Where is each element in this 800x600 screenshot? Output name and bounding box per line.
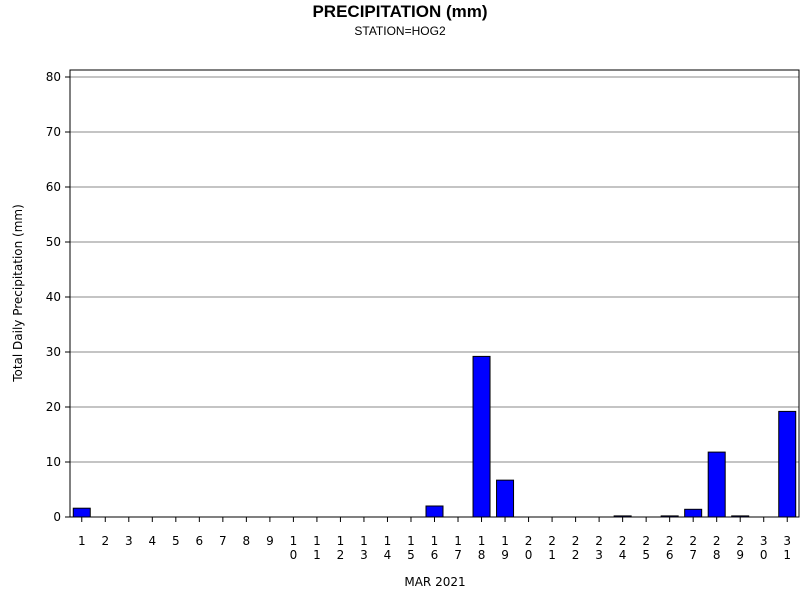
x-axis-ticks: 1 2 3 4 5 6 7 8 9 1 01 11 21 31 41 51 61 71 81 92 02 12 22 32 42… [78,517,791,562]
bar-day-31 [778,410,797,518]
y-tick-label: 20 [46,400,61,414]
bar-day-27 [684,508,703,518]
bar-day-1 [72,507,91,518]
y-tick-label: 60 [46,180,61,194]
x-tick-label: 5 [172,534,180,548]
gridlines [70,76,799,463]
y-tick-label: 10 [46,455,61,469]
x-tick-label: 8 [243,534,251,548]
bar-day-18 [472,355,491,518]
y-axis-ticks: 0 10 20 30 40 50 60 70 80 [46,70,70,524]
y-tick-label: 40 [46,290,61,304]
y-tick-label: 50 [46,235,61,249]
bar-day-19 [496,479,515,518]
y-tick-label: 70 [46,125,61,139]
x-axis-label: MAR 2021 [404,575,465,589]
x-tick-label: 7 [219,534,227,548]
plot-frame [69,69,800,518]
y-tick-label: 30 [46,345,61,359]
y-tick-label: 0 [53,510,61,524]
x-tick-label: 9 [266,534,274,548]
chart-title: PRECIPITATION (mm) [312,2,487,21]
x-tick-label: 3 [125,534,133,548]
x-tick-label: 1 [78,534,86,548]
y-tick-label: 80 [46,70,61,84]
x-tick-label: 4 [148,534,156,548]
chart-subtitle: STATION=HOG2 [354,24,446,38]
bar-day-16 [425,505,444,518]
x-tick-label: 6 [196,534,204,548]
x-tick-label: 2 [101,534,109,548]
bar-day-28 [707,451,726,518]
y-axis-label: Total Daily Precipitation (mm) [11,204,25,383]
bars [72,355,797,518]
